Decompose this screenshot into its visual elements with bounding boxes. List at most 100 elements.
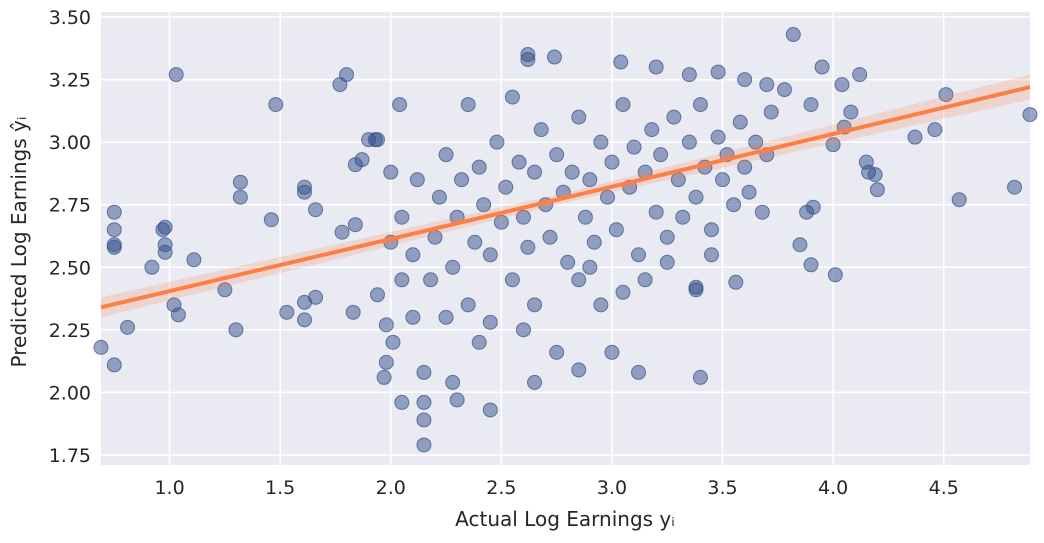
point <box>369 132 385 148</box>
point <box>93 339 109 355</box>
y-axis-label: Predicted Log Earnings ŷᵢ <box>7 117 31 368</box>
x-tick-label: 4.0 <box>818 477 848 499</box>
point <box>449 392 465 408</box>
point <box>445 259 461 275</box>
point <box>814 59 830 75</box>
point <box>615 97 631 113</box>
point <box>604 154 620 170</box>
point <box>549 344 565 360</box>
point <box>604 344 620 360</box>
point <box>308 202 324 218</box>
point <box>675 209 691 225</box>
point <box>394 394 410 410</box>
point <box>527 374 543 390</box>
point <box>392 97 408 113</box>
point <box>927 122 943 138</box>
point <box>726 197 742 213</box>
point <box>571 362 587 378</box>
point <box>520 239 536 255</box>
point <box>834 77 850 93</box>
point <box>263 212 279 228</box>
y-tick-label: 2.25 <box>49 320 91 342</box>
point <box>378 354 394 370</box>
point <box>703 247 719 263</box>
point <box>546 49 562 65</box>
point <box>106 204 122 220</box>
point <box>482 402 498 418</box>
point <box>515 322 531 338</box>
point <box>703 222 719 238</box>
point <box>542 229 558 245</box>
point <box>106 357 122 373</box>
point <box>394 209 410 225</box>
point <box>803 97 819 113</box>
point <box>106 222 122 238</box>
point <box>681 67 697 83</box>
x-tick-label: 1.5 <box>265 477 295 499</box>
point <box>369 287 385 303</box>
point <box>520 52 536 68</box>
point <box>549 147 565 163</box>
point <box>120 319 136 335</box>
point <box>792 237 808 253</box>
point <box>938 87 954 103</box>
point <box>626 139 642 155</box>
x-tick-label: 1.0 <box>154 477 184 499</box>
point <box>144 259 160 275</box>
y-tick-label: 1.75 <box>49 445 91 467</box>
point <box>170 307 186 323</box>
x-tick-label: 2.0 <box>376 477 406 499</box>
point <box>409 172 425 188</box>
point <box>471 334 487 350</box>
plot-area <box>101 12 1030 465</box>
point <box>296 312 312 328</box>
y-tick-label: 2.00 <box>49 382 91 404</box>
y-tick-label: 2.50 <box>49 257 91 279</box>
point <box>951 192 967 208</box>
point <box>383 164 399 180</box>
point <box>168 67 184 83</box>
point <box>438 147 454 163</box>
point <box>666 109 682 125</box>
point <box>416 394 432 410</box>
point <box>737 72 753 88</box>
point <box>157 219 173 235</box>
regression-line <box>100 85 1031 310</box>
point <box>489 134 505 150</box>
point <box>754 204 770 220</box>
point <box>732 114 748 130</box>
point <box>232 174 248 190</box>
point <box>593 134 609 150</box>
point <box>748 134 764 150</box>
point <box>376 369 392 385</box>
point <box>560 254 576 270</box>
point <box>347 217 363 233</box>
point <box>1022 107 1038 123</box>
point <box>511 154 527 170</box>
point <box>653 147 669 163</box>
point <box>827 267 843 283</box>
point <box>354 152 370 168</box>
point <box>268 97 284 113</box>
point <box>438 309 454 325</box>
point <box>339 67 355 83</box>
point <box>869 182 885 198</box>
point <box>476 197 492 213</box>
point <box>416 412 432 428</box>
point <box>799 204 815 220</box>
point <box>637 272 653 288</box>
point <box>471 159 487 175</box>
y-tick-label: 3.00 <box>49 132 91 154</box>
point <box>232 189 248 205</box>
point <box>1007 179 1023 195</box>
point <box>504 89 520 105</box>
point <box>482 247 498 263</box>
point <box>334 224 350 240</box>
point <box>759 77 775 93</box>
point <box>515 209 531 225</box>
point <box>533 122 549 138</box>
point <box>613 54 629 70</box>
point <box>825 137 841 153</box>
point <box>217 282 233 298</box>
